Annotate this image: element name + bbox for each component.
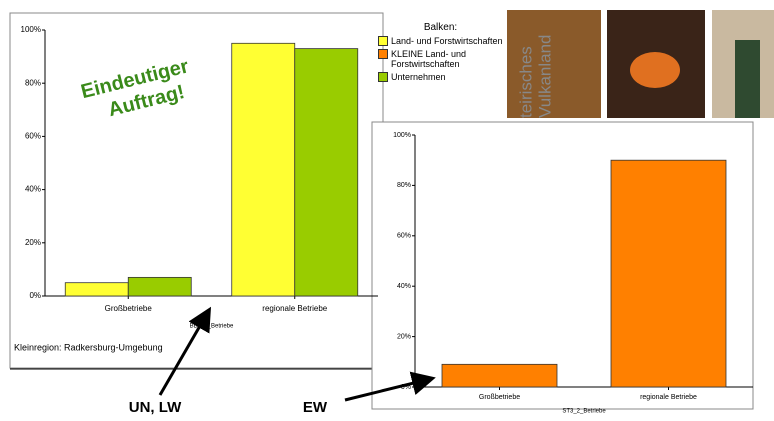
legend-swatch: [378, 72, 388, 82]
logo-text: teirisches: [516, 46, 535, 118]
legend: Balken: Land- und Forstwirtschaften KLEIN…: [378, 22, 503, 82]
photo: [507, 10, 601, 118]
arrow: [344, 371, 436, 402]
bar: [294, 48, 359, 297]
logo-text: Vulkanland: [535, 35, 554, 119]
x-tick-label: regionale Betriebe: [262, 304, 327, 313]
legend-label: Unternehmen: [391, 72, 446, 82]
arrow: [158, 306, 212, 396]
photo-detail: [735, 40, 760, 118]
y-tick-label: 60%: [25, 132, 41, 141]
bar: [231, 42, 296, 297]
y-tick-label: 40%: [25, 185, 41, 194]
y-tick-label: 100%: [393, 132, 411, 139]
bar: [441, 363, 558, 388]
y-tick-label: 20%: [397, 333, 411, 340]
legend-title: Balken:: [423, 22, 458, 33]
callout-label: UN, LW: [129, 399, 182, 416]
x-tick-label: regionale Betriebe: [640, 394, 697, 401]
legend-swatch: [378, 49, 388, 59]
bar: [127, 276, 192, 297]
callout-label: EW: [303, 399, 328, 416]
bar: [64, 282, 129, 297]
legend-item: KLEINE Land- und Forstwirtschaften: [378, 49, 503, 69]
y-tick-label: 60%: [397, 233, 411, 240]
y-tick-label: 40%: [397, 283, 411, 290]
y-tick-label: 0%: [29, 291, 41, 300]
x-tick-label: Großbetriebe: [479, 394, 520, 401]
photo-detail: [630, 52, 680, 88]
x-axis-label: BB2_7_Betriebe: [190, 324, 234, 330]
footnote: Kleinregion: Radkersburg-Umgebung: [14, 342, 163, 352]
bar: [610, 159, 727, 388]
legend-item: Unternehmen: [378, 72, 503, 82]
y-tick-label: 0%: [401, 384, 411, 391]
y-tick-label: 100%: [21, 25, 41, 34]
y-tick-label: 80%: [397, 182, 411, 189]
legend-label: Land- und Forstwirtschaften: [391, 36, 503, 46]
legend-swatch: [378, 36, 388, 46]
x-axis-label: ST3_2_Betriebe: [562, 409, 606, 415]
x-tick-label: Großbetriebe: [105, 304, 153, 313]
y-tick-label: 20%: [25, 238, 41, 247]
legend-item: Land- und Forstwirtschaften: [378, 36, 503, 46]
legend-label: KLEINE Land- und Forstwirtschaften: [391, 49, 467, 69]
y-tick-label: 80%: [25, 78, 41, 87]
